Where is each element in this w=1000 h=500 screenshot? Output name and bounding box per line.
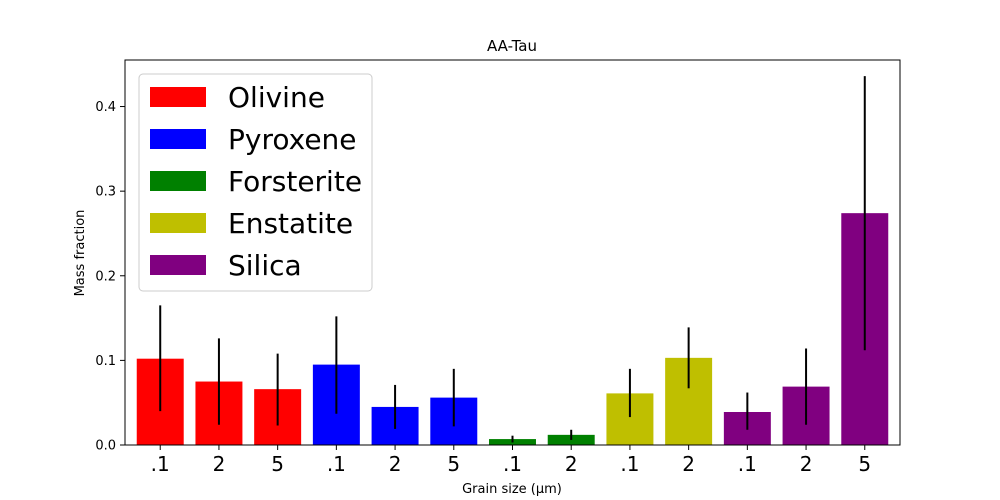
x-tick-label-5: 5 — [447, 452, 460, 476]
y-axis-label: Mass fraction — [73, 210, 88, 297]
legend-label-olivine: Olivine — [228, 81, 325, 114]
bar-forsterite-7 — [547, 434, 595, 445]
x-tick-label-8: .1 — [620, 452, 639, 476]
x-tick-label-7: 2 — [565, 452, 578, 476]
errorbars-layer — [159, 76, 866, 443]
y-axis-ticks: 0.0 0.1 0.2 0.3 0.4 — [95, 100, 125, 454]
x-tick-label-1: 2 — [213, 452, 226, 476]
y-tick-label-3: 0.3 — [95, 185, 116, 200]
legend-swatch-olivine — [150, 87, 206, 107]
x-tick-label-9: 2 — [682, 452, 695, 476]
legend-label-pyroxene: Pyroxene — [228, 123, 357, 156]
legend-swatch-silica — [150, 255, 206, 275]
legend-label-enstatite: Enstatite — [228, 207, 353, 240]
x-tick-label-4: 2 — [389, 452, 402, 476]
x-tick-label-3: .1 — [327, 452, 346, 476]
x-tick-label-12: 5 — [858, 452, 871, 476]
y-tick-label-4: 0.4 — [95, 100, 116, 115]
legend-label-silica: Silica — [228, 249, 302, 282]
x-tick-label-11: 2 — [800, 452, 813, 476]
chart-title: AA-Tau — [487, 37, 537, 55]
x-tick-label-6: .1 — [503, 452, 522, 476]
x-tick-label-0: .1 — [151, 452, 170, 476]
x-axis-ticks: .1 2 5 .1 2 5 .1 2 .1 2 .1 2 5 — [151, 445, 871, 476]
legend-swatch-enstatite — [150, 213, 206, 233]
legend-entries: Olivine Pyroxene Forsterite Enstatite Silica — [150, 81, 362, 282]
y-tick-label-0: 0.0 — [95, 439, 116, 454]
y-tick-label-2: 0.2 — [95, 269, 116, 284]
legend-swatch-pyroxene — [150, 129, 206, 149]
x-tick-label-10: .1 — [738, 452, 757, 476]
legend-label-forsterite: Forsterite — [228, 165, 362, 198]
legend-box — [138, 73, 373, 292]
x-tick-label-2: 5 — [271, 452, 284, 476]
legend-swatch-forsterite — [150, 171, 206, 191]
legend: Olivine Pyroxene Forsterite Enstatite Silica — [138, 73, 373, 292]
y-tick-label-1: 0.1 — [95, 354, 116, 369]
x-axis-label: Grain size (μm) — [462, 482, 562, 497]
